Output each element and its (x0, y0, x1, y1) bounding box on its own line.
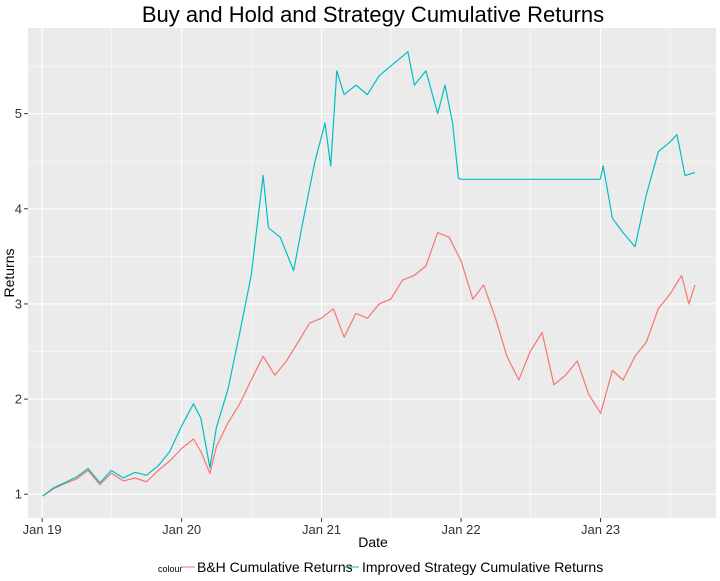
minor-gridlines (28, 28, 716, 518)
y-axis-ticks: 1 2 3 4 5 (15, 106, 28, 502)
legend-label-bh: B&H Cumulative Returns (197, 559, 353, 575)
y-tick-label: 1 (15, 487, 22, 502)
y-tick-label: 2 (15, 392, 22, 407)
x-tick-label: Jan 21 (302, 522, 341, 537)
legend: colour B&H Cumulative Returns Improved S… (158, 559, 603, 575)
series-line-bh (42, 232, 696, 497)
chart-title: Buy and Hold and Strategy Cumulative Ret… (142, 2, 604, 27)
x-axis-title: Date (358, 534, 388, 550)
x-axis-ticks: Jan 19 Jan 20 Jan 21 Jan 22 Jan 23 (23, 518, 620, 537)
plot-panel (28, 28, 716, 518)
x-tick-label: Jan 23 (581, 522, 620, 537)
y-tick-label: 3 (15, 296, 22, 311)
y-tick-label: 5 (15, 106, 22, 121)
series-line-strategy (42, 51, 696, 497)
y-axis-title: Returns (1, 248, 17, 297)
x-tick-label: Jan 19 (23, 522, 62, 537)
legend-title: colour (158, 564, 183, 574)
y-tick-label: 4 (15, 201, 22, 216)
series-lines (42, 51, 696, 497)
x-tick-label: Jan 22 (442, 522, 481, 537)
legend-label-strategy: Improved Strategy Cumulative Returns (362, 559, 603, 575)
x-tick-label: Jan 20 (162, 522, 201, 537)
major-gridlines (28, 28, 716, 518)
